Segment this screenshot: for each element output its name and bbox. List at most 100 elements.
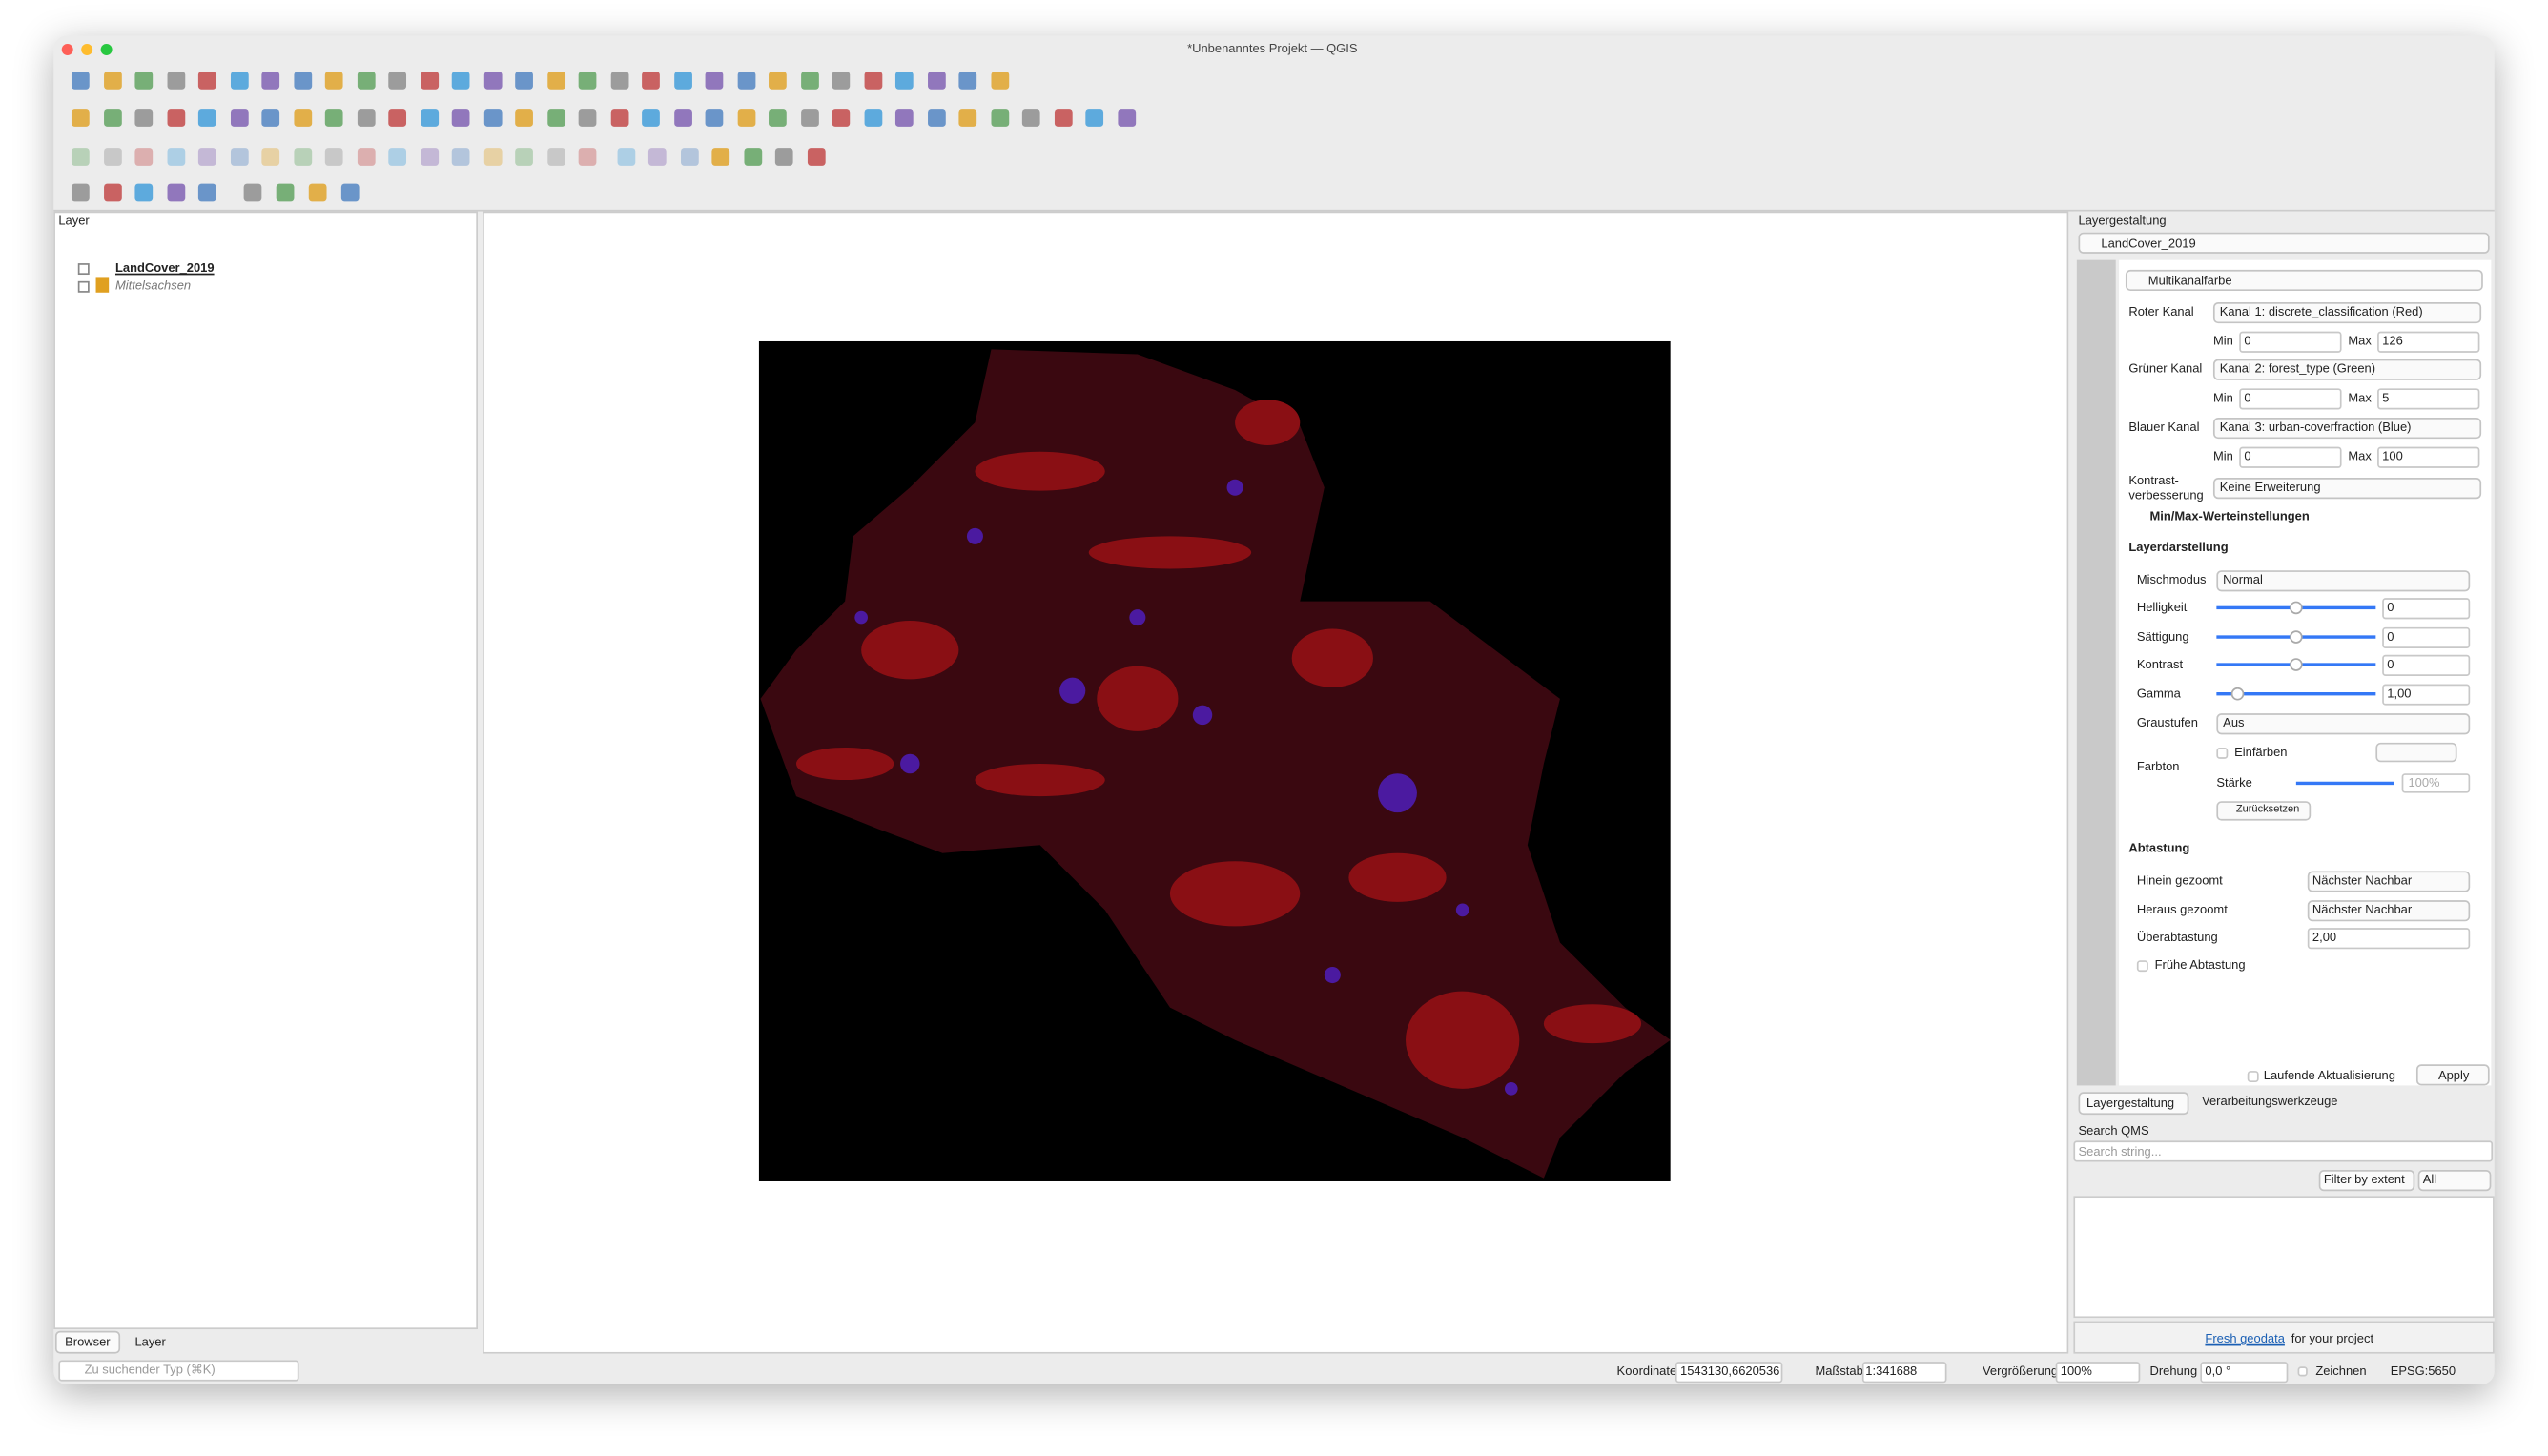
band-combo[interactable] [2212, 301, 2482, 323]
toolbar-button[interactable] [647, 147, 667, 165]
toolbar-button[interactable] [863, 108, 882, 127]
toolbar-button[interactable] [578, 71, 597, 89]
combo[interactable] [2307, 870, 2471, 892]
blend-combo[interactable] [2216, 569, 2471, 591]
toolbar-button[interactable] [451, 147, 470, 165]
toolbar-button[interactable] [680, 147, 698, 165]
spin-box[interactable] [2401, 773, 2471, 793]
toolbar-button[interactable] [515, 147, 533, 165]
toolbar-button[interactable] [990, 71, 1009, 89]
toolbar-button[interactable] [243, 182, 262, 201]
scope-combo[interactable] [2417, 1169, 2492, 1191]
toolbar-button[interactable] [451, 108, 470, 127]
spin-box[interactable] [2307, 927, 2471, 949]
toolbar-button[interactable] [71, 182, 90, 201]
checkbox[interactable] [77, 263, 90, 276]
toolbar-button[interactable] [71, 147, 90, 165]
toolbar-button[interactable] [324, 71, 343, 89]
toolbar-button[interactable] [642, 108, 660, 127]
toolbar-button[interactable] [230, 147, 248, 165]
minimize-button[interactable] [81, 44, 93, 55]
toolbar-button[interactable] [642, 71, 660, 89]
toolbar-button[interactable] [705, 108, 724, 127]
toolbar-button[interactable] [990, 108, 1009, 127]
toolbar-button[interactable] [927, 108, 945, 127]
toolbar-button[interactable] [578, 108, 597, 127]
toolbar-button[interactable] [357, 147, 375, 165]
toolbar-button[interactable] [261, 108, 280, 127]
toolbar-button[interactable] [483, 147, 502, 165]
toolbar-button[interactable] [293, 147, 312, 165]
checkbox[interactable] [2297, 1366, 2308, 1377]
crs-button[interactable]: EPSG:5650 [2390, 1364, 2456, 1379]
toolbar-button[interactable] [420, 108, 439, 127]
toolbar-button[interactable] [197, 182, 216, 201]
toolbar-button[interactable] [71, 108, 90, 127]
toolbar-button[interactable] [197, 108, 216, 127]
renderer-combo[interactable] [2125, 269, 2483, 292]
spin-box[interactable] [2382, 683, 2471, 705]
scale-combo[interactable] [1861, 1361, 1947, 1383]
toolbar-button[interactable] [958, 71, 977, 89]
toolbar-button[interactable] [197, 147, 216, 165]
toolbar-button[interactable] [673, 71, 692, 89]
slider-track[interactable] [2295, 781, 2394, 786]
toolbar-button[interactable] [578, 147, 597, 165]
toolbar-button[interactable] [451, 71, 470, 89]
reset-button[interactable] [2216, 801, 2312, 821]
toolbar-button[interactable] [103, 147, 121, 165]
toolbar-button[interactable] [609, 108, 628, 127]
toolbar-button[interactable] [293, 71, 312, 89]
toolbar-button[interactable] [103, 71, 121, 89]
checkbox[interactable] [77, 280, 90, 293]
toolbar-button[interactable] [609, 71, 628, 89]
toolbar-button[interactable] [388, 108, 407, 127]
toolbar-button[interactable] [711, 147, 730, 165]
toolbar-button[interactable] [230, 71, 248, 89]
toolbar-button[interactable] [103, 108, 121, 127]
toolbar-button[interactable] [166, 71, 185, 89]
toolbar-button[interactable] [515, 71, 533, 89]
close-button[interactable] [61, 44, 73, 55]
color-button[interactable] [2375, 742, 2457, 763]
toolbar-button[interactable] [308, 182, 327, 201]
checkbox[interactable] [2216, 747, 2229, 759]
toolbar-button[interactable] [276, 182, 295, 201]
toolbar-button[interactable] [483, 108, 502, 127]
link[interactable]: Fresh geodata [2205, 1331, 2285, 1346]
slider-handle[interactable] [2230, 687, 2245, 701]
toolbar-button[interactable] [293, 108, 312, 127]
toolbar-button[interactable] [705, 71, 724, 89]
toolbar-button[interactable] [357, 71, 375, 89]
toolbar-button[interactable] [769, 108, 787, 127]
toolbar-button[interactable] [1054, 108, 1072, 127]
toolbar-button[interactable] [230, 108, 248, 127]
toolbar-button[interactable] [1117, 108, 1136, 127]
toolbar-button[interactable] [863, 71, 882, 89]
toolbar-button[interactable] [261, 71, 280, 89]
toolbar-button[interactable] [388, 71, 407, 89]
band-combo[interactable] [2212, 358, 2482, 379]
toolbar-button[interactable] [894, 108, 914, 127]
min-input[interactable] [2239, 445, 2342, 467]
spin-box[interactable] [2382, 653, 2471, 676]
toolbar-button[interactable] [483, 71, 502, 89]
layer-combo[interactable] [2078, 232, 2490, 254]
search-box[interactable] [2073, 1140, 2494, 1162]
toolbar-button[interactable] [958, 108, 977, 127]
min-input[interactable] [2239, 330, 2342, 352]
toolbar-button[interactable] [736, 71, 755, 89]
toolbar-button[interactable] [166, 147, 185, 165]
toolbar-button[interactable] [420, 147, 439, 165]
toolbar-button[interactable] [388, 147, 407, 165]
toolbar-button[interactable] [71, 71, 90, 89]
toolbar-button[interactable] [134, 147, 154, 165]
toolbar-button[interactable] [743, 147, 762, 165]
slider-handle[interactable] [2290, 630, 2303, 644]
tab[interactable] [54, 1330, 121, 1354]
toolbar-button[interactable] [927, 71, 945, 89]
toolbar-button[interactable] [546, 147, 565, 165]
tab[interactable] [2078, 1092, 2189, 1116]
filter-button[interactable] [2318, 1169, 2415, 1191]
toolbar-button[interactable] [616, 147, 635, 165]
